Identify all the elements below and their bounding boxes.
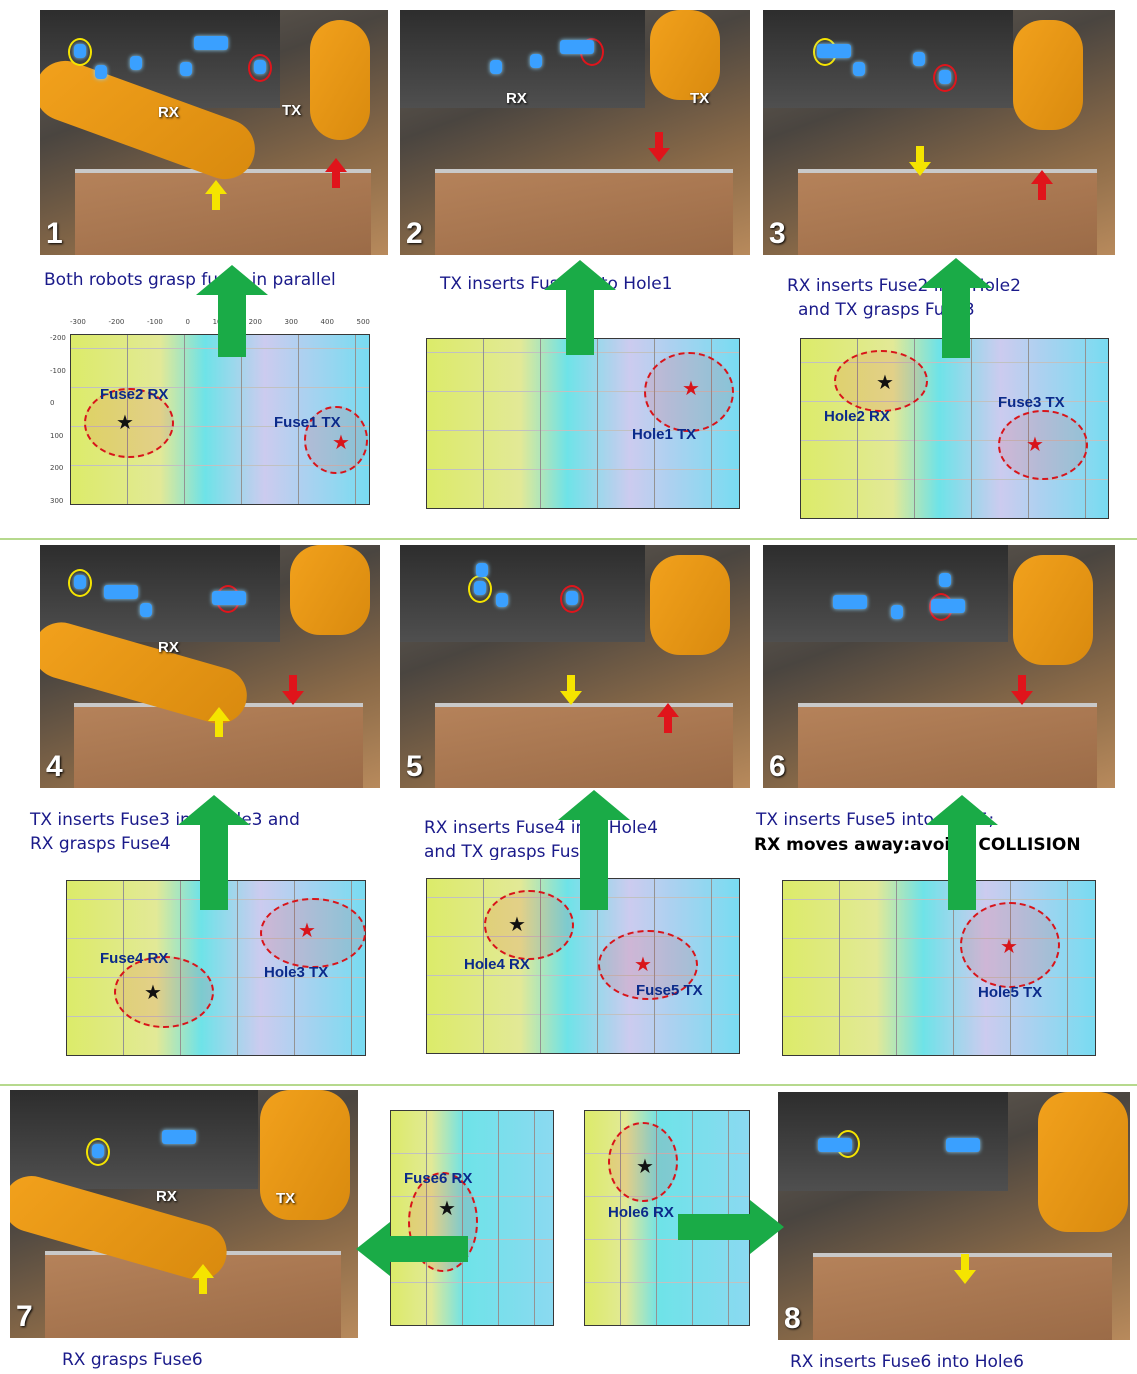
plot-label: Fuse1 TX xyxy=(274,414,341,431)
plot-label: Hole5 TX xyxy=(978,984,1043,1001)
caption-1: Both robots grasp fuses in parallel xyxy=(44,270,336,290)
red-up-arrow-icon xyxy=(657,703,679,733)
target-star-icon: ★ xyxy=(682,376,700,400)
scene-photo-3: 3 xyxy=(763,10,1115,255)
scene-photo-8: 8 xyxy=(778,1092,1130,1340)
plot-label: Hole2 RX xyxy=(824,408,890,425)
plot-label: Hole3 TX xyxy=(264,964,329,981)
caption-7: RX grasps Fuse6 xyxy=(62,1350,203,1370)
red-down-arrow-icon xyxy=(648,132,670,162)
target-star-icon: ★ xyxy=(438,1196,456,1220)
target-star-icon: ★ xyxy=(508,912,526,936)
plot-label: Fuse3 TX xyxy=(998,394,1065,411)
tx-label: TX xyxy=(276,1190,296,1207)
yellow-up-arrow-icon xyxy=(205,180,227,210)
panel-number: 6 xyxy=(769,750,786,783)
plot-label: Fuse2 RX xyxy=(100,386,169,403)
row-divider xyxy=(0,1084,1137,1086)
target-star-icon: ★ xyxy=(144,980,162,1004)
roadmap-plot-1: -300-200-1000100200300400500 -200-100010… xyxy=(48,316,374,521)
plot-label: Fuse5 TX xyxy=(636,982,703,999)
target-star-icon: ★ xyxy=(636,1154,654,1178)
rx-label: RX xyxy=(158,639,179,656)
panel-number: 4 xyxy=(46,750,63,783)
yellow-down-arrow-icon xyxy=(954,1254,976,1284)
scene-photo-2: RX TX 2 xyxy=(400,10,750,255)
panel-number: 8 xyxy=(784,1302,801,1335)
yellow-down-arrow-icon xyxy=(909,146,931,176)
target-star-icon: ★ xyxy=(116,410,134,434)
plot-label: Fuse4 RX xyxy=(100,950,169,967)
yellow-down-arrow-icon xyxy=(560,675,582,705)
plot-label: Hole1 TX xyxy=(632,426,697,443)
y-axis-ticks: -200 -100 0 100 200 300 xyxy=(50,334,66,505)
panel-number: 5 xyxy=(406,750,423,783)
roadmap-plot-6: ★ Hole5 TX xyxy=(760,862,1100,1072)
roadmap-plot-7: ★ Fuse6 RX xyxy=(368,1092,558,1342)
tx-label: TX xyxy=(690,90,710,107)
green-up-arrow-icon xyxy=(920,258,992,358)
scene-photo-6: 6 xyxy=(763,545,1115,788)
plot-label: Hole6 RX xyxy=(608,1204,674,1221)
panel-number: 7 xyxy=(16,1300,33,1333)
rx-label: RX xyxy=(158,104,179,121)
target-star-icon: ★ xyxy=(1026,432,1044,456)
roadmap-plot-4: ★ ★ Fuse4 RX Hole3 TX xyxy=(44,862,370,1072)
target-star-icon: ★ xyxy=(332,430,350,454)
scene-photo-5: 5 xyxy=(400,545,750,788)
caption-5b: and TX grasps Fuse5 xyxy=(424,842,601,862)
caption-8: RX inserts Fuse6 into Hole6 xyxy=(790,1352,1024,1372)
scene-photo-1: RX TX 1 xyxy=(40,10,388,255)
rx-label: RX xyxy=(156,1188,177,1205)
target-star-icon: ★ xyxy=(876,370,894,394)
red-down-arrow-icon xyxy=(282,675,304,705)
rx-label: RX xyxy=(506,90,527,107)
target-star-icon: ★ xyxy=(298,918,316,942)
yellow-up-arrow-icon xyxy=(208,707,230,737)
scene-photo-7: RX TX 7 xyxy=(10,1090,358,1338)
red-up-arrow-icon xyxy=(325,158,347,188)
yellow-up-arrow-icon xyxy=(192,1264,214,1294)
panel-number: 3 xyxy=(769,217,786,250)
panel-number: 1 xyxy=(46,217,63,250)
target-star-icon: ★ xyxy=(1000,934,1018,958)
caption-3b: and TX grasps Fuse3 xyxy=(798,300,975,320)
red-down-arrow-icon xyxy=(1011,675,1033,705)
green-up-arrow-icon xyxy=(558,790,630,910)
green-up-arrow-icon xyxy=(544,260,616,355)
roadmap-plot-3: ★ ★ Hole2 RX Fuse3 TX xyxy=(778,320,1113,535)
caption-6b: RX moves away:avoids COLLISION xyxy=(754,835,1081,855)
tx-label: TX xyxy=(282,102,302,119)
plot-label: Hole4 RX xyxy=(464,956,530,973)
target-star-icon: ★ xyxy=(634,952,652,976)
green-up-arrow-icon xyxy=(178,795,250,910)
caption-4b: RX grasps Fuse4 xyxy=(30,834,171,854)
green-left-arrow-icon xyxy=(356,1222,468,1276)
green-right-arrow-icon xyxy=(678,1200,784,1254)
panel-number: 2 xyxy=(406,217,423,250)
plot-label: Fuse6 RX xyxy=(404,1170,473,1187)
row-divider xyxy=(0,538,1137,540)
scene-photo-4: RX 4 xyxy=(40,545,380,788)
green-up-arrow-icon xyxy=(926,795,998,910)
red-up-arrow-icon xyxy=(1031,170,1053,200)
caption-4a: TX inserts Fuse3 into Hole3 and xyxy=(30,810,300,830)
green-up-arrow-icon xyxy=(196,265,268,357)
